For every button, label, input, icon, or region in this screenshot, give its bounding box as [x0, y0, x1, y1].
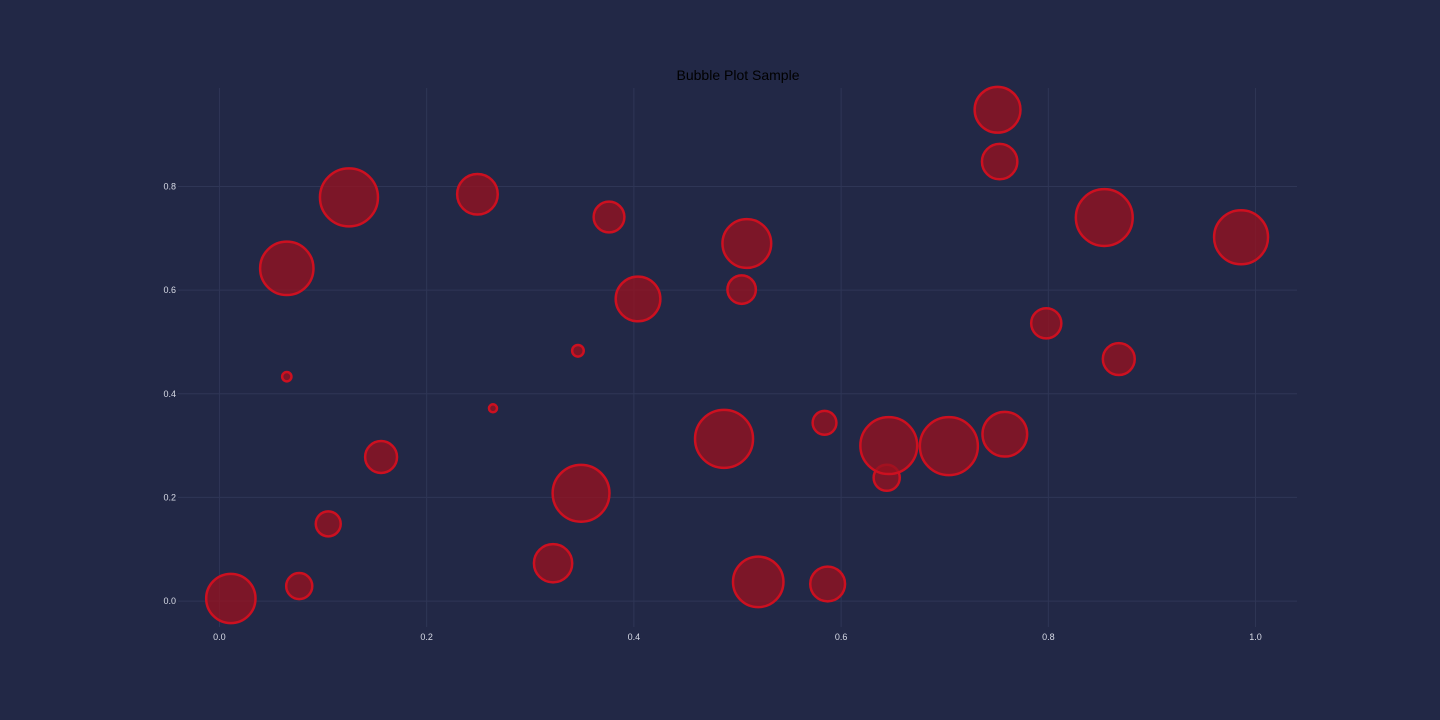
bubble-point [859, 415, 919, 476]
bubble-point [726, 274, 758, 306]
bubble-point [1212, 209, 1270, 266]
bubble-point [314, 510, 342, 538]
bubble-point [721, 217, 773, 270]
bubble-point [318, 167, 380, 228]
bubble-point [258, 240, 315, 297]
chart-title: Bubble Plot Sample [677, 67, 800, 83]
bubble-point [1101, 341, 1136, 377]
bubble-point [1074, 187, 1134, 248]
y-tick-label: 0.2 [163, 492, 176, 502]
x-tick-label: 0.8 [1042, 632, 1055, 642]
bubble-point [811, 409, 838, 436]
bubble-point [280, 370, 293, 383]
y-tick-label: 0.0 [163, 596, 176, 606]
bubble-point [487, 403, 499, 414]
bubble-point [570, 343, 585, 358]
bubble-point [808, 565, 847, 603]
x-tick-label: 0.2 [420, 632, 433, 642]
bubble-point [918, 415, 980, 477]
bubble-point [981, 410, 1029, 458]
bubble-series [204, 85, 1270, 625]
bubble-point [455, 172, 499, 216]
y-tick-label: 0.4 [163, 389, 176, 399]
bubble-point [532, 542, 574, 584]
bubble-point [284, 571, 314, 601]
bubble-point [693, 408, 755, 470]
y-tick-label: 0.8 [163, 181, 176, 191]
x-tick-label: 0.0 [213, 632, 226, 642]
bubble-point [980, 142, 1019, 181]
x-tick-label: 0.6 [835, 632, 848, 642]
bubble-point [363, 439, 399, 475]
x-axis-ticks: 0.0 0.2 0.4 0.6 0.8 1.0 [213, 632, 1262, 642]
bubble-point [551, 463, 611, 523]
x-tick-label: 1.0 [1249, 632, 1262, 642]
x-gridlines [218, 88, 1257, 627]
y-tick-label: 0.6 [163, 285, 176, 295]
y-axis-ticks: 0.0 0.2 0.4 0.6 0.8 [163, 181, 176, 606]
bubble-point [614, 275, 662, 323]
bubble-point [592, 200, 626, 234]
bubble-point [204, 572, 257, 625]
bubble-point [1029, 306, 1063, 340]
x-tick-label: 0.4 [628, 632, 641, 642]
bubble-point [731, 555, 785, 609]
bubble-point [973, 85, 1022, 134]
